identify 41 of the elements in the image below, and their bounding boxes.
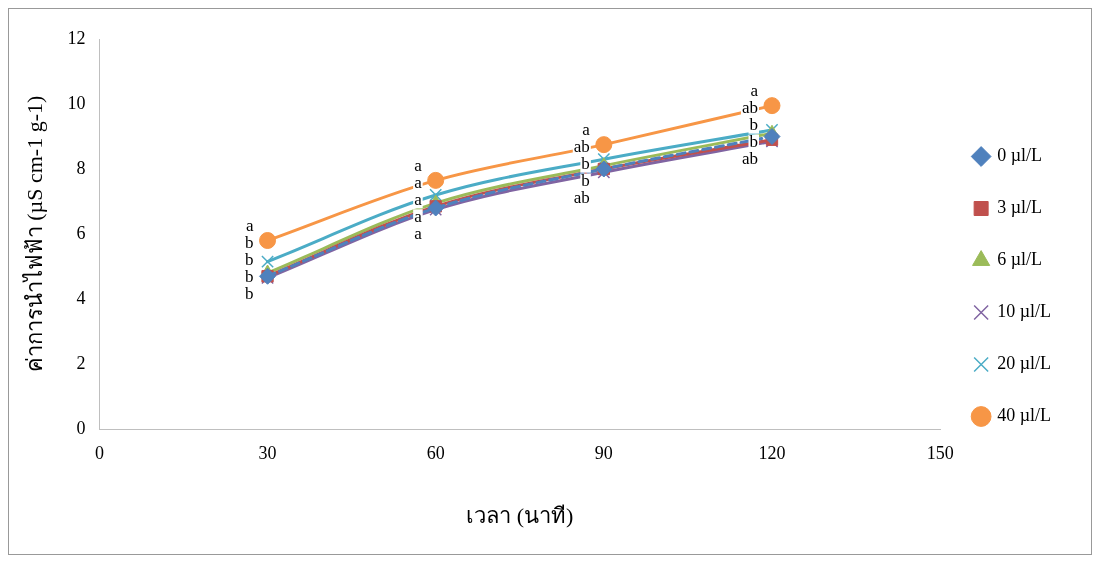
x-axis-title: เวลา (นาที) xyxy=(466,502,574,528)
y-tick-label: 4 xyxy=(76,287,86,308)
annotation: a xyxy=(246,215,254,235)
annotation: a xyxy=(414,155,423,175)
x-tick-label: 90 xyxy=(594,442,613,463)
y-tick-label: 2 xyxy=(76,352,86,373)
annotation: ab xyxy=(573,137,590,157)
y-axis-title: ค่าการนำไฟฟ้า (µS cm-1 g-1) xyxy=(21,95,47,373)
y-tick-label: 12 xyxy=(67,27,86,48)
x-tick-label: 150 xyxy=(926,442,954,463)
annotation: b xyxy=(245,266,254,286)
y-tick-label: 6 xyxy=(76,222,86,243)
annotation: ab xyxy=(741,149,758,169)
x-tick-label: 0 xyxy=(94,442,104,463)
annotation: b xyxy=(245,249,254,269)
legend-label: 6 µl/L xyxy=(997,249,1043,270)
legend-label: 20 µl/L xyxy=(997,353,1052,374)
legend-label: 3 µl/L xyxy=(997,197,1043,218)
x-tick-label: 120 xyxy=(758,442,786,463)
annotation: ab xyxy=(573,188,590,208)
legend-label: 40 µl/L xyxy=(997,405,1052,426)
legend-label: 0 µl/L xyxy=(997,145,1043,166)
annotation: b xyxy=(245,232,254,252)
annotation: ab xyxy=(741,98,758,118)
x-tick-label: 30 xyxy=(258,442,277,463)
annotation: b xyxy=(749,115,758,135)
y-tick-label: 10 xyxy=(67,92,86,113)
y-tick-label: 8 xyxy=(76,157,86,178)
annotation: b xyxy=(245,283,254,303)
annotation: a xyxy=(414,189,423,209)
annotation: a xyxy=(414,206,423,226)
annotation: a xyxy=(582,120,591,140)
y-tick-label: 0 xyxy=(76,417,86,438)
annotation: b xyxy=(581,154,590,174)
legend-label: 10 µl/L xyxy=(997,301,1052,322)
annotation: a xyxy=(414,223,423,243)
annotation: a xyxy=(414,172,423,192)
x-tick-label: 60 xyxy=(426,442,445,463)
annotation: b xyxy=(581,171,590,191)
annotation: b xyxy=(749,132,758,152)
annotation: a xyxy=(750,81,759,101)
